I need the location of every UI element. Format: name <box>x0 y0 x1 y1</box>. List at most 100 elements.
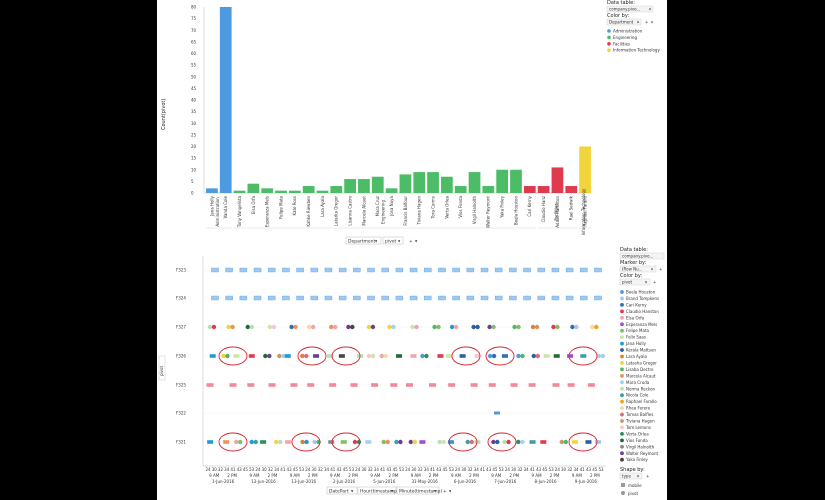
scatter-mark[interactable] <box>423 295 432 301</box>
scatter-mark[interactable] <box>535 353 541 359</box>
scatter-mark[interactable] <box>395 267 404 273</box>
bar[interactable] <box>510 169 522 193</box>
scatter-mark[interactable] <box>491 439 496 445</box>
scatter-mark[interactable] <box>574 324 579 330</box>
scatter-mark[interactable] <box>516 324 521 330</box>
scatter-mark[interactable] <box>267 295 276 301</box>
scatter-mark[interactable] <box>267 324 273 330</box>
scatter-mark[interactable] <box>267 267 276 273</box>
scatter-mark[interactable] <box>565 295 574 301</box>
scatter-mark[interactable] <box>494 267 503 273</box>
scatter-mark[interactable] <box>475 324 480 330</box>
scatter-mark[interactable] <box>370 353 376 359</box>
add-axis-icon[interactable]: + <box>409 239 413 245</box>
scatter-mark[interactable] <box>509 295 517 301</box>
scatter-mark[interactable] <box>437 439 442 445</box>
scatter-mark[interactable] <box>580 267 588 273</box>
bar[interactable] <box>316 190 329 193</box>
scatter-mark[interactable] <box>346 324 351 330</box>
bar[interactable] <box>371 176 384 193</box>
scatter-mark[interactable] <box>509 267 517 273</box>
scatter-mark[interactable] <box>449 324 455 330</box>
scatter-mark[interactable] <box>600 353 606 359</box>
scatter-mark[interactable] <box>537 267 546 273</box>
scatter-mark[interactable] <box>471 324 476 330</box>
scatter-mark[interactable] <box>506 439 511 445</box>
scatter-mark[interactable] <box>419 440 426 444</box>
legend2-data-table-select[interactable] <box>619 252 665 260</box>
scatter-mark[interactable] <box>512 324 517 330</box>
scatter-mark[interactable] <box>567 354 574 358</box>
scatter-mark[interactable] <box>379 353 384 359</box>
chevron-down-icon[interactable]: ▾ <box>449 490 452 495</box>
scatter-mark[interactable] <box>487 324 492 330</box>
scatter-mark[interactable] <box>356 439 362 445</box>
scatter-mark[interactable] <box>491 353 497 359</box>
add-icon[interactable]: + <box>659 267 662 272</box>
scatter-mark[interactable] <box>390 383 398 387</box>
scatter-mark[interactable] <box>540 440 547 444</box>
scatter-mark[interactable] <box>366 324 372 330</box>
scatter-mark[interactable] <box>207 324 213 330</box>
scatter-mark[interactable] <box>365 440 372 444</box>
scatter-mark[interactable] <box>289 324 294 330</box>
scatter-mark[interactable] <box>594 295 602 301</box>
scatter-mark[interactable] <box>465 439 470 445</box>
legend2-shape-by-select[interactable] <box>619 472 643 480</box>
scatter-mark[interactable] <box>565 267 574 273</box>
scatter-mark[interactable] <box>211 324 217 330</box>
scatter-mark[interactable] <box>306 324 312 330</box>
scatter-mark[interactable] <box>559 439 565 445</box>
bar[interactable] <box>413 172 426 193</box>
scatter-mark[interactable] <box>537 295 546 301</box>
scatter-mark[interactable] <box>290 383 298 387</box>
scatter-mark[interactable] <box>410 354 417 358</box>
scatter-mark[interactable] <box>594 267 602 273</box>
scatter-mark[interactable] <box>371 383 379 387</box>
bar[interactable] <box>344 179 356 193</box>
scatter-mark[interactable] <box>520 439 525 445</box>
scatter-mark[interactable] <box>531 353 537 359</box>
scatter-mark[interactable] <box>381 295 390 301</box>
scatter-mark[interactable] <box>551 267 560 273</box>
scatter-mark[interactable] <box>391 324 396 330</box>
scatter-mark[interactable] <box>338 267 347 273</box>
scatter-mark[interactable] <box>466 295 475 301</box>
scatter-mark[interactable] <box>553 354 560 358</box>
scatter-mark[interactable] <box>329 383 337 387</box>
scatter-mark[interactable] <box>296 267 304 273</box>
scatter-mark[interactable] <box>239 267 248 273</box>
scatter-mark[interactable] <box>459 354 466 358</box>
bar[interactable] <box>261 188 274 193</box>
scatter-mark[interactable] <box>570 324 575 330</box>
bar[interactable] <box>247 183 260 193</box>
chevron-down-icon[interactable]: ▾ <box>651 20 653 25</box>
scatter-mark[interactable] <box>580 295 588 301</box>
add-icon[interactable]: + <box>646 474 649 479</box>
scatter-mark[interactable] <box>383 353 388 359</box>
scatter-x-axis-control[interactable]: DatePart ▾ Hour(timestamp) ▾ Minute(time… <box>326 486 452 495</box>
scatter-mark[interactable] <box>523 267 531 273</box>
scatter-mark[interactable] <box>260 440 267 444</box>
scatter-mark[interactable] <box>394 439 399 445</box>
scatter-mark[interactable] <box>563 439 569 445</box>
scatter-mark[interactable] <box>587 383 595 387</box>
scatter-y-axis-control[interactable]: pivot <box>158 355 166 381</box>
scatter-mark[interactable] <box>428 383 436 387</box>
scatter-mark[interactable] <box>312 439 317 445</box>
scatter-mark[interactable] <box>267 353 272 359</box>
bar[interactable] <box>219 7 232 193</box>
scatter-mark[interactable] <box>285 440 292 444</box>
scatter-mark[interactable] <box>448 383 456 387</box>
scatter-mark[interactable] <box>333 324 338 330</box>
scatter-mark[interactable] <box>447 440 454 444</box>
scatter-mark[interactable] <box>398 439 403 445</box>
scatter-mark[interactable] <box>491 324 496 330</box>
scatter-mark[interactable] <box>324 295 333 301</box>
scatter-mark[interactable] <box>474 354 481 358</box>
scatter-mark[interactable] <box>328 440 335 444</box>
scatter-mark[interactable] <box>329 324 334 330</box>
scatter-mark[interactable] <box>594 324 599 330</box>
scatter-mark[interactable] <box>234 439 239 445</box>
scatter-mark[interactable] <box>387 324 392 330</box>
